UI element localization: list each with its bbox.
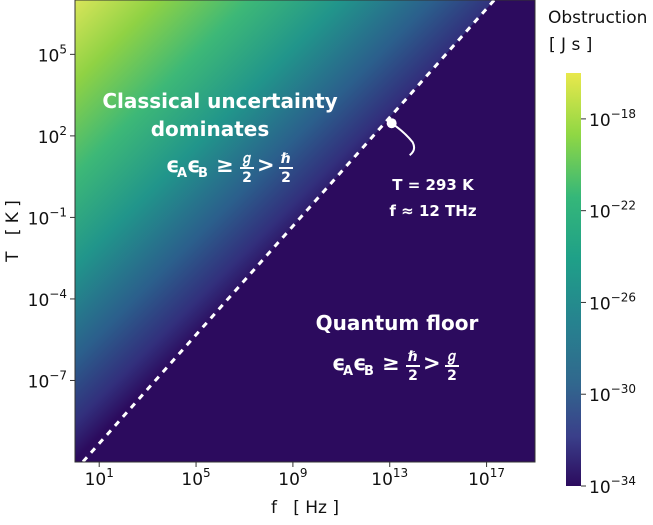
formula-gt: > — [423, 351, 441, 375]
plot-frame — [74, 0, 536, 463]
classical-title-line2: dominates — [151, 117, 270, 141]
formula-lhs-numerator: ℊ — [240, 151, 254, 168]
formula-sub-a: A — [177, 166, 187, 181]
y-axis-title: T [ K ] — [3, 200, 23, 263]
x-tick-label: 101 — [85, 466, 114, 490]
point-label-line1: T = 293 K — [392, 176, 475, 194]
x-tick-label: 1013 — [371, 466, 408, 490]
formula-sub-a: A — [343, 364, 353, 379]
formula-geq: ≥ — [216, 153, 234, 177]
formula-rhs-denominator: 2 — [281, 170, 291, 186]
x-tick-label: 109 — [278, 466, 307, 490]
point-label-line2: f ≈ 12 THz — [389, 202, 476, 220]
marked-point — [386, 118, 397, 129]
formula-sub-b: B — [198, 166, 208, 181]
y-tick-label: 102 — [38, 124, 67, 148]
quantum-title: Quantum floor — [316, 311, 479, 335]
colorbar-title-line2: [ J s ] — [549, 35, 592, 55]
classical-formula: ϵ A ϵ B ≥ ℊ 2 > ℏ 2 — [166, 151, 293, 186]
boundary-dashed-line — [80, 0, 497, 462]
x-axis: 101 105 109 1013 1017 — [85, 462, 505, 490]
colorbar-axis: 10−18 10−22 10−26 10−30 10−34 — [581, 107, 636, 498]
x-tick-label: 105 — [181, 466, 210, 490]
formula-sub-b: B — [364, 364, 374, 379]
x-axis-title: f [ Hz ] — [271, 498, 339, 518]
y-tick-label: 10−1 — [28, 205, 67, 229]
quantum-formula: ϵ A ϵ B ≥ ℏ 2 > ℊ 2 — [332, 349, 459, 384]
colorbar-tick-label: 10−18 — [589, 107, 636, 131]
classical-region-fill — [75, 0, 535, 462]
formula-rhs-numerator: ℏ — [281, 151, 291, 167]
y-tick-label: 10−7 — [28, 368, 67, 392]
formula-lhs-denominator: 2 — [242, 170, 252, 186]
colorbar-title-line1: Obstruction — [548, 8, 647, 28]
colorbar-tick-label: 10−22 — [589, 199, 636, 223]
formula-lhs-numerator: ℏ — [408, 349, 418, 365]
colorbar-tick-label: 10−26 — [589, 290, 636, 314]
y-axis: 105 102 10−1 10−4 10−7 — [28, 42, 75, 392]
point-callout-line — [391, 122, 416, 157]
formula-eps-b: ϵ — [187, 153, 201, 177]
classical-title-line1: Classical uncertainty — [102, 89, 337, 113]
y-tick-label: 105 — [38, 42, 67, 66]
formula-rhs-numerator: ℊ — [445, 349, 459, 366]
formula-gt: > — [257, 153, 275, 177]
colorbar-tick-label: 10−30 — [589, 382, 636, 406]
formula-geq: ≥ — [382, 351, 400, 375]
y-tick-label: 10−4 — [28, 287, 67, 311]
formula-rhs-denominator: 2 — [447, 368, 457, 384]
x-tick-label: 1017 — [468, 466, 505, 490]
formula-eps-a: ϵ — [166, 153, 180, 177]
formula-lhs-denominator: 2 — [408, 368, 418, 384]
formula-eps-a: ϵ — [332, 351, 346, 375]
colorbar — [566, 73, 581, 486]
colorbar-tick-label: 10−34 — [589, 474, 636, 498]
formula-eps-b: ϵ — [353, 351, 367, 375]
